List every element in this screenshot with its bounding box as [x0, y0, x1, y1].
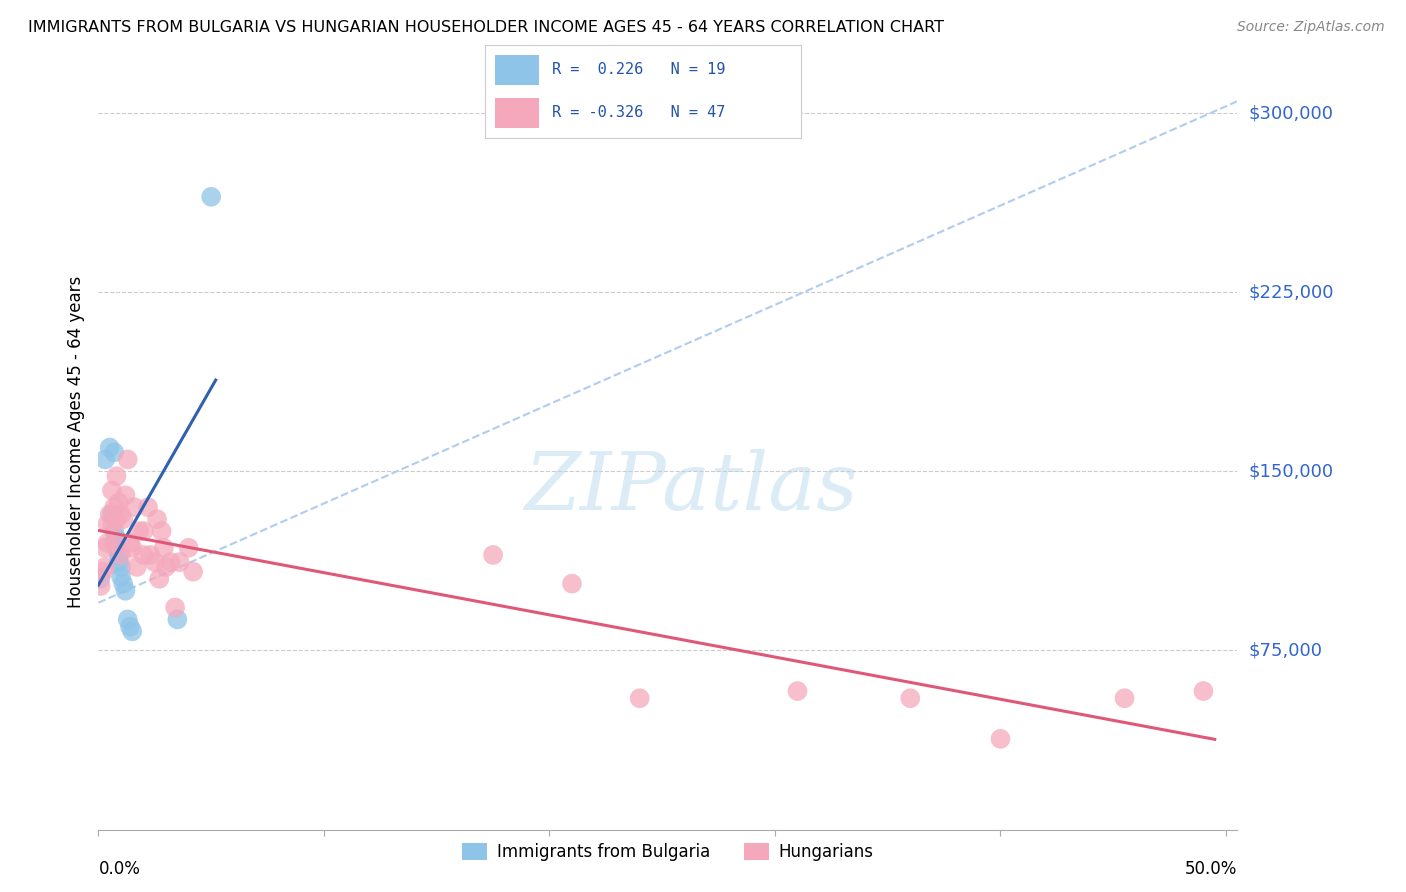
Point — [166, 612, 188, 626]
Text: 50.0%: 50.0% — [1185, 860, 1237, 878]
Point — [114, 583, 136, 598]
Point — [105, 541, 128, 555]
Point — [103, 524, 125, 538]
Point — [1114, 691, 1136, 706]
Point — [101, 508, 124, 522]
Point — [94, 541, 117, 555]
Point — [110, 560, 132, 574]
Point — [118, 536, 141, 550]
Point — [101, 483, 124, 498]
Point — [96, 516, 118, 531]
Text: R =  0.226   N = 19: R = 0.226 N = 19 — [551, 62, 725, 78]
Point — [132, 548, 155, 562]
Text: Source: ZipAtlas.com: Source: ZipAtlas.com — [1237, 20, 1385, 34]
Point — [1192, 684, 1215, 698]
Point — [110, 569, 132, 583]
Point — [132, 524, 155, 538]
Point — [105, 512, 128, 526]
Point — [103, 445, 125, 459]
Point — [105, 531, 128, 545]
Point — [105, 469, 128, 483]
Legend: Immigrants from Bulgaria, Hungarians: Immigrants from Bulgaria, Hungarians — [456, 837, 880, 868]
Point — [150, 524, 173, 538]
Bar — [495, 98, 538, 128]
Point — [153, 541, 176, 555]
Point — [121, 541, 143, 555]
Point — [181, 565, 204, 579]
Point — [112, 512, 135, 526]
Point — [146, 512, 169, 526]
Point — [112, 576, 135, 591]
Point — [200, 190, 222, 204]
Y-axis label: Householder Income Ages 45 - 64 years: Householder Income Ages 45 - 64 years — [66, 276, 84, 607]
Point — [98, 441, 121, 455]
Point — [482, 548, 505, 562]
Point — [159, 555, 181, 569]
Point — [107, 555, 129, 569]
Point — [94, 560, 117, 574]
Point — [165, 600, 187, 615]
Point — [101, 519, 124, 533]
Text: $75,000: $75,000 — [1249, 641, 1323, 659]
Point — [177, 541, 200, 555]
Point — [148, 572, 170, 586]
Point — [110, 548, 132, 562]
Point — [110, 508, 132, 522]
Point — [103, 536, 125, 550]
Point — [107, 548, 129, 562]
Point — [94, 452, 117, 467]
Text: $300,000: $300,000 — [1249, 104, 1333, 122]
Text: 0.0%: 0.0% — [98, 860, 141, 878]
Point — [96, 536, 118, 550]
Point — [898, 691, 921, 706]
Point — [136, 500, 159, 515]
Point — [114, 488, 136, 502]
Point — [89, 572, 111, 586]
Point — [117, 612, 139, 626]
Point — [118, 619, 141, 633]
Point — [90, 579, 112, 593]
Point — [103, 500, 125, 515]
Point — [124, 500, 146, 515]
Text: IMMIGRANTS FROM BULGARIA VS HUNGARIAN HOUSEHOLDER INCOME AGES 45 - 64 YEARS CORR: IMMIGRANTS FROM BULGARIA VS HUNGARIAN HO… — [28, 20, 943, 35]
Point — [169, 555, 191, 569]
Point — [143, 555, 166, 569]
Point — [128, 524, 150, 538]
Point — [561, 576, 583, 591]
Point — [628, 691, 651, 706]
Point — [98, 508, 121, 522]
Point — [786, 684, 808, 698]
Text: $225,000: $225,000 — [1249, 284, 1334, 301]
Text: R = -0.326   N = 47: R = -0.326 N = 47 — [551, 105, 725, 120]
Point — [990, 731, 1012, 746]
Text: $150,000: $150,000 — [1249, 462, 1333, 481]
Bar — [495, 55, 538, 85]
Point — [139, 548, 162, 562]
Point — [107, 495, 129, 509]
Point — [91, 565, 114, 579]
Point — [121, 624, 143, 639]
Text: ZIPatlas: ZIPatlas — [524, 450, 858, 527]
Point — [125, 560, 148, 574]
Point — [117, 452, 139, 467]
Point — [155, 560, 177, 574]
